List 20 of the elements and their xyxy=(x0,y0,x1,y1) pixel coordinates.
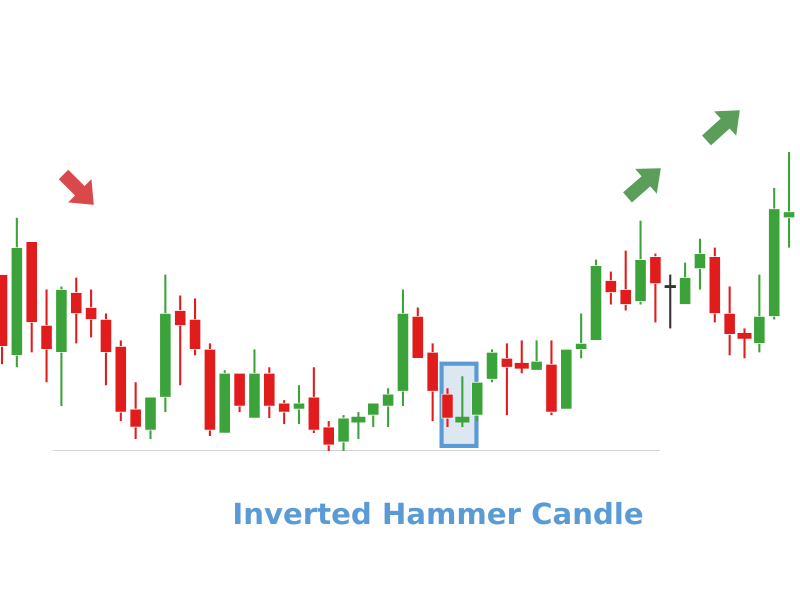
candlestick xyxy=(322,420,335,452)
candlestick xyxy=(338,414,350,452)
candlestick xyxy=(174,294,186,386)
candlestick xyxy=(278,399,290,426)
candlestick xyxy=(85,288,98,338)
candlestick xyxy=(620,250,632,312)
candlestick xyxy=(604,270,617,306)
candlestick xyxy=(40,288,53,384)
candlestick xyxy=(530,339,543,372)
candlestick xyxy=(442,387,454,428)
candlestick xyxy=(694,238,706,291)
candlestick xyxy=(293,384,305,426)
candlestick xyxy=(367,402,380,428)
candlestick xyxy=(724,286,736,356)
candlestick xyxy=(70,276,82,344)
candlestick xyxy=(575,312,588,360)
candlestick xyxy=(783,150,796,249)
candlestick xyxy=(382,387,394,428)
candlestick xyxy=(130,381,142,440)
text: Inverted Hammer Candle xyxy=(235,502,642,524)
